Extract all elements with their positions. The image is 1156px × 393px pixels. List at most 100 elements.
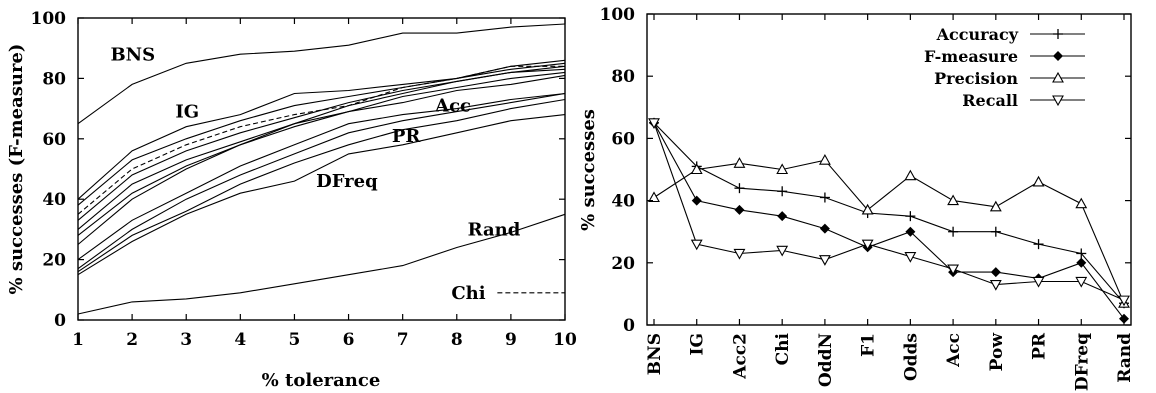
left-x-tick-label: 6 [343, 330, 355, 350]
left-series-line-11 [77, 98, 566, 273]
right-point-recall [1075, 276, 1088, 288]
right-x-tick-label-acc: Acc [944, 333, 964, 368]
right-x-tick-label-odds: Odds [901, 333, 921, 381]
right-point-precision [861, 203, 874, 215]
left-x-tick-label: 4 [234, 330, 246, 350]
right-series-line-accuracy [653, 122, 1125, 304]
right-legend-label-precision: Precision [934, 69, 1018, 88]
left-y-axis-label: % successes (F-measure) [6, 44, 27, 295]
left-series-label-bns: BNS [110, 44, 155, 65]
left-series-label-ig: IG [175, 102, 199, 123]
left-x-tick-label: 9 [505, 330, 517, 350]
right-y-tick-label: 40 [611, 192, 635, 212]
right-point-recall [1118, 295, 1130, 307]
left-x-tick-label: 1 [72, 330, 84, 350]
left-x-tick-label: 5 [289, 330, 301, 350]
right-point-recall [861, 239, 874, 251]
right-point-accuracy [1076, 248, 1087, 259]
right-series-line-f-measure [653, 122, 1125, 320]
right-legend-marker-f-measure [1053, 51, 1063, 61]
right-point-precision [1032, 175, 1045, 187]
right-point-precision [947, 194, 960, 206]
left-y-tick-label: 0 [54, 311, 66, 331]
right-point-f-measure [819, 223, 830, 234]
right-x-tick-label-acc2: Acc2 [730, 333, 750, 380]
right-frame [646, 13, 1132, 326]
left-series-line-8 [77, 74, 566, 245]
right-point-precision [818, 154, 831, 165]
right-point-recall [904, 252, 917, 263]
right-y-tick-label: 100 [600, 5, 636, 25]
left-series-line-pr [77, 92, 566, 261]
right-point-f-measure [777, 211, 788, 222]
right-point-f-measure [990, 267, 1001, 278]
left-y-tick-label: 80 [42, 69, 66, 89]
right-x-tick-label-pr: PR [1030, 332, 1050, 360]
right-y-tick-label: 60 [611, 129, 635, 149]
right-point-precision [776, 163, 789, 175]
right-x-tick-label-dfreq: DFreq [1072, 333, 1092, 391]
right-legend-marker-precision [1052, 71, 1064, 83]
right-point-precision [904, 169, 917, 181]
left-y-tick-label: 40 [42, 190, 66, 210]
right-point-f-measure [905, 226, 916, 237]
right-point-recall [1032, 276, 1045, 288]
left-x-tick-label: 3 [180, 330, 192, 350]
left-series-label-chi: Chi [451, 283, 485, 304]
right-point-recall [733, 248, 746, 260]
right-legend-marker-recall [1052, 95, 1064, 107]
left-x-tick-label: 8 [451, 330, 463, 350]
right-series-line-recall [653, 122, 1125, 301]
left-series-line-10 [77, 92, 566, 270]
right-point-accuracy [734, 183, 745, 194]
right-point-recall [776, 245, 789, 257]
right-series-line-precision [653, 159, 1125, 304]
right-point-recall [947, 264, 960, 276]
right-point-f-measure [734, 204, 745, 215]
left-y-tick-label: 20 [42, 251, 66, 271]
right-y-tick-label: 20 [611, 254, 635, 274]
left-series-label-rand: Rand [468, 219, 521, 240]
left-y-tick-label: 100 [31, 9, 67, 29]
right-x-tick-label-rand: Rand [1115, 333, 1135, 383]
right-point-accuracy [1033, 239, 1044, 250]
left-plot-frame [77, 17, 566, 321]
left-x-axis-label: % tolerance [262, 370, 381, 391]
right-point-f-measure [1076, 257, 1087, 268]
right-point-precision [733, 157, 746, 168]
left-x-tick-label: 2 [126, 330, 138, 350]
right-y-tick-label: 80 [611, 67, 635, 87]
left-series-label-pr: PR [392, 126, 422, 147]
right-point-accuracy [905, 211, 916, 222]
right-point-precision [989, 200, 1002, 212]
right-point-recall [648, 118, 660, 129]
right-x-tick-label-ig: IG [688, 333, 708, 355]
right-point-recall [690, 239, 703, 251]
left-series-line-bns [77, 23, 566, 125]
right-x-tick-label-chi: Chi [773, 332, 793, 365]
left-frame [77, 17, 566, 321]
left-series-line-acc [77, 71, 566, 236]
right-point-f-measure [691, 195, 702, 206]
right-point-accuracy [948, 226, 959, 237]
right-ticks-group: 0 20 40 60 80 100 BNS IG Acc2 Chi OddN F1 Odds Acc Pow… [600, 5, 1136, 391]
right-plot-frame [646, 13, 1132, 326]
right-legend: Accuracy F-measure Precision Recall [924, 25, 1085, 110]
right-series-group [648, 117, 1130, 324]
left-series-line-6 [77, 68, 566, 230]
right-x-tick-label-f1: F1 [859, 333, 879, 357]
right-legend-label-accuracy: Accuracy [936, 25, 1019, 44]
right-y-axis-label: % successes [578, 109, 599, 231]
right-point-accuracy [990, 226, 1001, 237]
right-point-recall [989, 280, 1002, 291]
right-legend-label-f-measure: F-measure [924, 47, 1018, 66]
right-point-precision [1075, 197, 1088, 209]
left-series-label-acc: Acc [434, 96, 471, 117]
right-point-precision [690, 163, 703, 175]
left-labels-group: BNS IG Acc PR DFreq Rand Chi [110, 44, 566, 304]
right-x-tick-label-bns: BNS [645, 333, 665, 375]
right-x-tick-label-oddn: OddN [816, 333, 836, 387]
right-point-accuracy [819, 192, 830, 203]
right-x-tick-label-pow: Pow [987, 333, 1007, 372]
